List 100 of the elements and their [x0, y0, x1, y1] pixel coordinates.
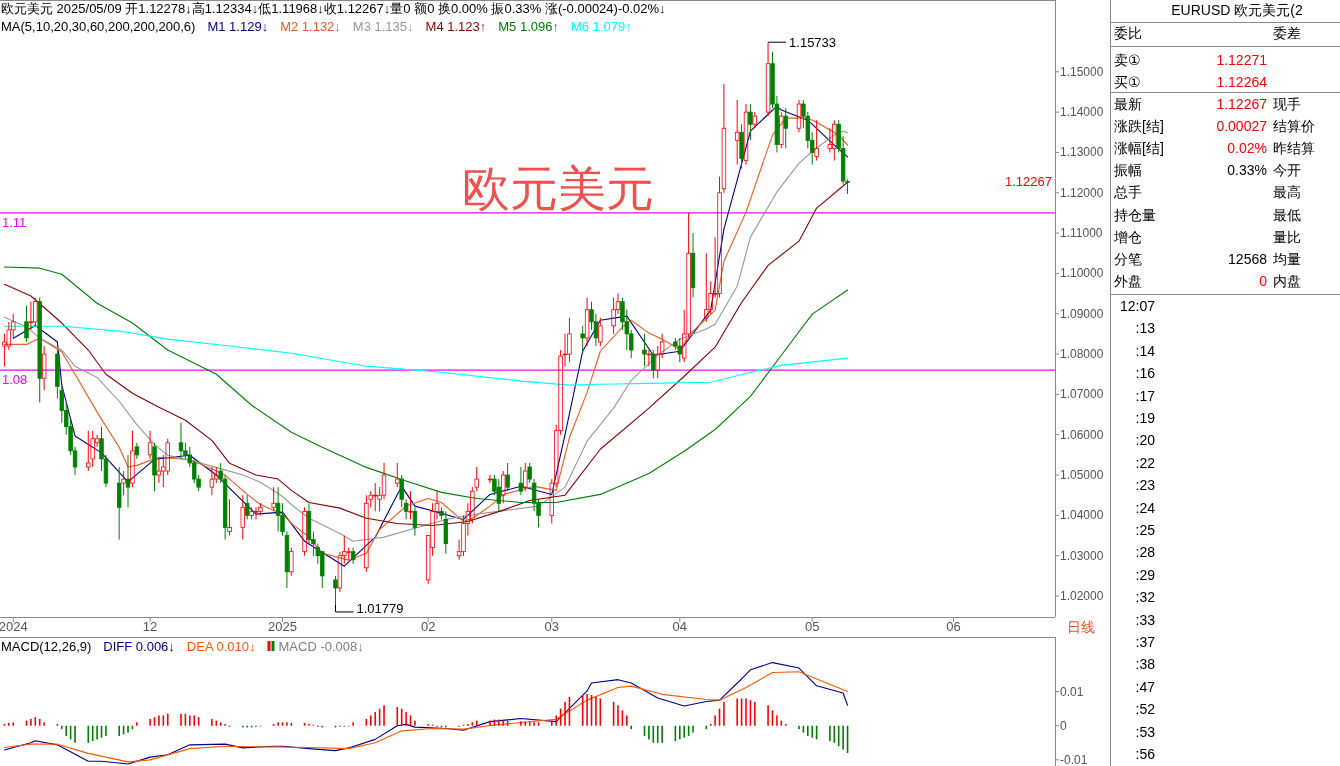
y-tick-label: -0.01	[1060, 752, 1088, 766]
text: :38	[1135, 656, 1156, 673]
text: :52	[1135, 701, 1156, 718]
text: :53	[1135, 723, 1156, 740]
candlestick	[827, 127, 833, 153]
candlestick	[611, 297, 616, 335]
y-tick-label: 1.10000	[1060, 266, 1104, 281]
text: 昨结算	[1273, 140, 1315, 157]
text: 内盘	[1273, 272, 1301, 289]
text: :14	[1135, 342, 1156, 359]
y-tick-label: 1.03000	[1060, 548, 1104, 563]
text: 涨跌[结]	[1114, 118, 1164, 135]
candlestick	[337, 551, 343, 593]
candlestick	[518, 466, 524, 496]
text: 12:07	[1119, 298, 1156, 314]
candlestick	[646, 349, 652, 367]
text: M1 1.129↓	[207, 19, 269, 34]
y-tick-label: 1.12000	[1060, 185, 1104, 200]
candlestick	[734, 99, 740, 166]
x-tick-label: 05	[804, 619, 820, 634]
annotation: 欧元美元	[461, 162, 654, 215]
candlestick	[651, 349, 656, 379]
text: 今开	[1273, 162, 1301, 179]
text: 总手	[1114, 184, 1142, 201]
text: :33	[1135, 611, 1156, 628]
text: 委差	[1273, 25, 1301, 41]
y-tick-label: 0.01	[1060, 684, 1084, 699]
candlestick	[24, 305, 29, 343]
text: :20	[1135, 432, 1156, 449]
ref-line-label: 1.08	[2, 372, 28, 388]
y-tick-label: 1.04000	[1060, 508, 1104, 523]
candlestick	[86, 430, 91, 472]
x-tick-label: 06	[946, 619, 961, 634]
legend-label: MACD -0.008↓	[278, 639, 364, 654]
candlestick	[302, 506, 307, 557]
annotation: 1.15733	[789, 34, 837, 50]
x-tick-label: 2025	[268, 619, 297, 634]
text: M6 1.079↑	[570, 19, 632, 34]
text: 12568	[1228, 250, 1267, 267]
text: 0	[1259, 272, 1267, 289]
text: :32	[1135, 589, 1156, 606]
candlestick	[505, 462, 510, 492]
candlestick	[748, 103, 753, 141]
text: M2 1.132↓	[280, 19, 341, 34]
text: 卖①	[1114, 52, 1141, 68]
candlestick	[395, 462, 400, 488]
text: :22	[1135, 454, 1156, 471]
candlestick	[796, 99, 802, 133]
candlestick	[125, 454, 131, 508]
y-tick-label: 1.08000	[1060, 347, 1104, 362]
y-tick-label: 0	[1060, 718, 1067, 733]
text: 日线	[1067, 619, 1095, 635]
x-tick-label: 03	[544, 619, 560, 634]
candlestick	[642, 333, 647, 367]
candlestick	[677, 337, 682, 363]
candlestick	[333, 575, 338, 606]
candlestick	[814, 119, 819, 161]
y-tick-label: 1.09000	[1060, 306, 1104, 321]
y-tick-label: 1.07000	[1060, 387, 1104, 402]
text: :23	[1135, 477, 1156, 494]
y-tick-label: 1.06000	[1060, 427, 1104, 442]
text: :25	[1135, 522, 1156, 538]
candlestick	[783, 107, 788, 149]
text: :19	[1135, 410, 1156, 426]
candlestick	[412, 506, 418, 537]
y-tick-label: 1.02000	[1060, 589, 1104, 604]
text: :24	[1135, 499, 1156, 516]
candlestick	[245, 494, 250, 520]
candlestick	[271, 486, 276, 512]
y-tick-label: 1.11000	[1060, 226, 1103, 241]
text: 分笔	[1114, 250, 1142, 267]
candlestick	[121, 470, 126, 496]
candlestick	[2, 333, 7, 367]
text: 买①	[1114, 73, 1141, 90]
candlestick	[28, 301, 34, 331]
text: 0.02%	[1227, 140, 1267, 157]
text: 0.00027	[1216, 118, 1267, 135]
legend-title: MA(5,10,20,30,60,200,200,200,6)	[1, 19, 196, 34]
text: DIFF 0.006↓	[103, 639, 175, 654]
text: 现手	[1273, 96, 1301, 112]
text: DEA 0.010↓	[186, 639, 256, 654]
candlestick	[487, 474, 493, 484]
text: 均量	[1273, 250, 1301, 267]
text: 最低	[1273, 206, 1301, 223]
text: 增仓	[1114, 228, 1142, 245]
text: 1.12264	[1216, 73, 1267, 90]
text: 1.12271	[1216, 52, 1267, 68]
candlestick	[408, 490, 413, 520]
text: 最新	[1114, 96, 1142, 112]
candlestick	[580, 325, 585, 355]
text: 委比	[1114, 25, 1142, 41]
text: 结算价	[1273, 118, 1315, 135]
candlestick	[275, 486, 281, 533]
text: 涨幅[结]	[1114, 140, 1164, 157]
text: :56	[1135, 746, 1156, 762]
annotation: 1.01779	[356, 601, 404, 617]
text: :13	[1135, 320, 1156, 337]
candlestick	[130, 430, 135, 488]
y-tick-label: 1.13000	[1060, 145, 1104, 160]
candlestick	[156, 458, 162, 484]
